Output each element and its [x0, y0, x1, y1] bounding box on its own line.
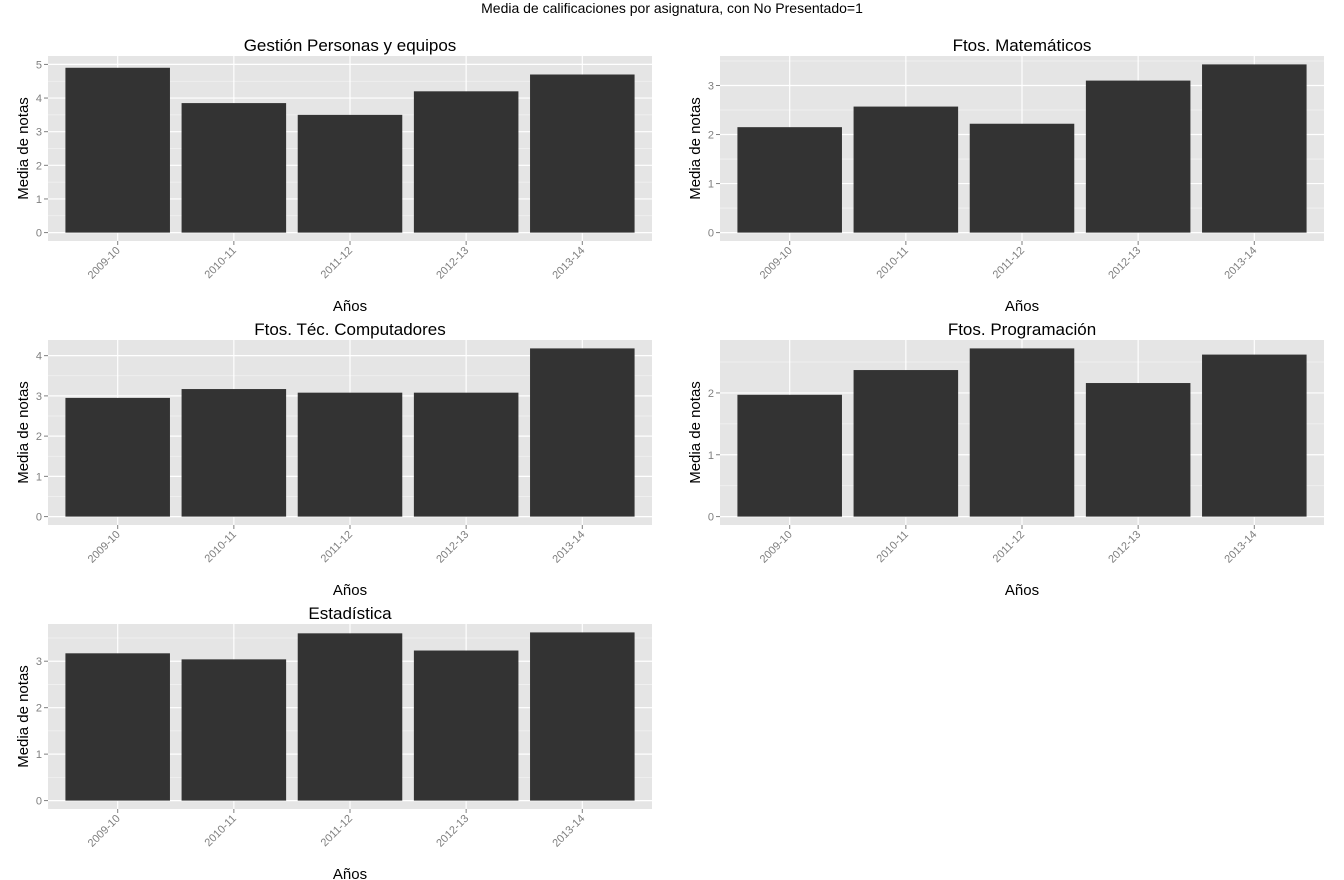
- x-tick-label: 2011-12: [319, 813, 355, 849]
- main-title: Media de calificaciones por asignatura, …: [481, 0, 863, 16]
- y-tick-label: 1: [708, 450, 714, 462]
- x-tick-label: 2012-13: [434, 529, 471, 566]
- bar-2010-11: [181, 389, 287, 517]
- bar-2011-12: [297, 114, 403, 233]
- panel-title: Ftos. Matemáticos: [953, 36, 1092, 55]
- bar-2009-10: [737, 127, 842, 233]
- y-tick-label: 0: [36, 228, 42, 240]
- y-tick-label: 2: [36, 160, 42, 172]
- y-tick-label: 3: [36, 127, 42, 139]
- panel-title: Ftos. Téc. Computadores: [254, 320, 446, 339]
- x-tick-label: 2009-10: [86, 529, 123, 566]
- bar-2010-11: [181, 103, 287, 233]
- bar-2011-12: [969, 123, 1075, 233]
- panel-title: Estadística: [308, 604, 392, 623]
- x-tick-label: 2011-12: [319, 245, 355, 281]
- x-tick-label: 2010-11: [203, 813, 239, 849]
- x-tick-label: 2009-10: [758, 245, 795, 282]
- bar-2012-13: [1085, 80, 1191, 233]
- x-tick-label: 2012-13: [434, 813, 471, 850]
- x-tick-label: 2010-11: [875, 529, 911, 565]
- y-tick-label: 3: [708, 80, 714, 92]
- bar-2010-11: [853, 106, 959, 233]
- y-tick-label: 5: [36, 59, 42, 71]
- y-tick-label: 0: [36, 796, 42, 808]
- chart-svg: 0 1 2 3 2009-10 2010-11 2011-12 2012-13 2013-14 E…: [15, 604, 652, 880]
- panel-title: Gestión Personas y equipos: [244, 36, 457, 55]
- chart-ftos-tec-computadores: 0 1 2 3 4 2009-10 2010-11 2011-12 2012-13 2013-14…: [0, 312, 672, 599]
- bar-2013-14: [1202, 64, 1307, 233]
- bar-2012-13: [413, 392, 519, 517]
- bar-2009-10: [65, 653, 170, 801]
- chart-svg: 0 1 2 3 4 2009-10 2010-11 2011-12 2012-13 2013-14…: [15, 320, 652, 599]
- y-axis-label: Media de notas: [687, 97, 704, 200]
- x-tick-label: 2011-12: [991, 245, 1027, 281]
- bar-2012-13: [413, 91, 519, 233]
- x-axis-label: Años: [1005, 298, 1039, 315]
- bar-2013-14: [530, 348, 635, 517]
- bar-2009-10: [65, 397, 170, 517]
- y-tick-label: 2: [36, 431, 42, 443]
- bar-2010-11: [853, 370, 959, 517]
- x-tick-label: 2011-12: [991, 529, 1027, 565]
- y-tick-label: 0: [708, 228, 714, 240]
- bar-2010-11: [181, 659, 287, 801]
- y-tick-label: 1: [36, 471, 42, 483]
- x-axis-label: Años: [333, 298, 367, 315]
- y-tick-label: 1: [708, 179, 714, 191]
- x-tick-label: 2013-14: [550, 245, 587, 282]
- x-tick-label: 2012-13: [1106, 529, 1143, 566]
- x-tick-label: 2013-14: [550, 529, 587, 566]
- y-tick-label: 3: [36, 391, 42, 403]
- chart-svg: 0 1 2 3 2009-10 2010-11 2011-12 2012-13 2013-14 F…: [687, 36, 1324, 315]
- y-axis-label: Media de notas: [15, 665, 32, 768]
- bar-2013-14: [530, 74, 635, 233]
- x-tick-label: 2009-10: [758, 529, 795, 566]
- x-tick-label: 2010-11: [875, 245, 911, 281]
- x-axis-label: Años: [333, 866, 367, 880]
- y-tick-label: 0: [708, 512, 714, 524]
- x-tick-label: 2012-13: [434, 245, 471, 282]
- x-axis-label: Años: [333, 582, 367, 599]
- x-tick-label: 2011-12: [319, 529, 355, 565]
- x-tick-label: 2013-14: [1222, 245, 1259, 282]
- y-tick-label: 4: [36, 351, 42, 363]
- y-axis-label: Media de notas: [687, 381, 704, 484]
- bar-2013-14: [530, 632, 635, 801]
- y-tick-label: 0: [36, 512, 42, 524]
- y-tick-label: 2: [36, 703, 42, 715]
- x-tick-label: 2013-14: [1222, 529, 1259, 566]
- x-tick-label: 2009-10: [86, 813, 123, 850]
- bar-2009-10: [65, 67, 170, 233]
- y-tick-label: 1: [36, 749, 42, 761]
- panel-title: Ftos. Programación: [948, 320, 1096, 339]
- y-tick-label: 2: [708, 388, 714, 400]
- y-axis-label: Media de notas: [15, 97, 32, 200]
- bar-2011-12: [969, 348, 1075, 517]
- y-tick-label: 2: [708, 130, 714, 142]
- bar-2011-12: [297, 392, 403, 517]
- x-tick-label: 2010-11: [203, 529, 239, 565]
- bar-2013-14: [1202, 354, 1307, 517]
- bar-2011-12: [297, 633, 403, 801]
- x-tick-label: 2010-11: [203, 245, 239, 281]
- x-tick-label: 2012-13: [1106, 245, 1143, 282]
- chart-svg: 0 1 2 3 4 5 2009-10 2010-11 2011-12 2012-13 2013-1…: [15, 36, 652, 315]
- chart-ftos-matematicos: 0 1 2 3 2009-10 2010-11 2011-12 2012-13 2013-14 F…: [672, 28, 1344, 315]
- bar-2012-13: [413, 650, 519, 801]
- y-axis-label: Media de notas: [15, 381, 32, 484]
- chart-gestion-personas: 0 1 2 3 4 5 2009-10 2010-11 2011-12 2012-13 2013-1…: [0, 28, 672, 315]
- x-tick-label: 2013-14: [550, 813, 587, 850]
- bar-2012-13: [1085, 383, 1191, 517]
- x-tick-label: 2009-10: [86, 245, 123, 282]
- x-axis-label: Años: [1005, 582, 1039, 599]
- chart-svg: 0 1 2 2009-10 2010-11 2011-12 2012-13 2013-14 Ft…: [687, 320, 1324, 599]
- bar-2009-10: [737, 394, 842, 517]
- chart-ftos-programacion: 0 1 2 2009-10 2010-11 2011-12 2012-13 2013-14 Ft…: [672, 312, 1344, 599]
- chart-estadistica: 0 1 2 3 2009-10 2010-11 2011-12 2012-13 2013-14 E…: [0, 596, 672, 880]
- y-tick-label: 4: [36, 93, 42, 105]
- y-tick-label: 3: [36, 656, 42, 668]
- y-tick-label: 1: [36, 194, 42, 206]
